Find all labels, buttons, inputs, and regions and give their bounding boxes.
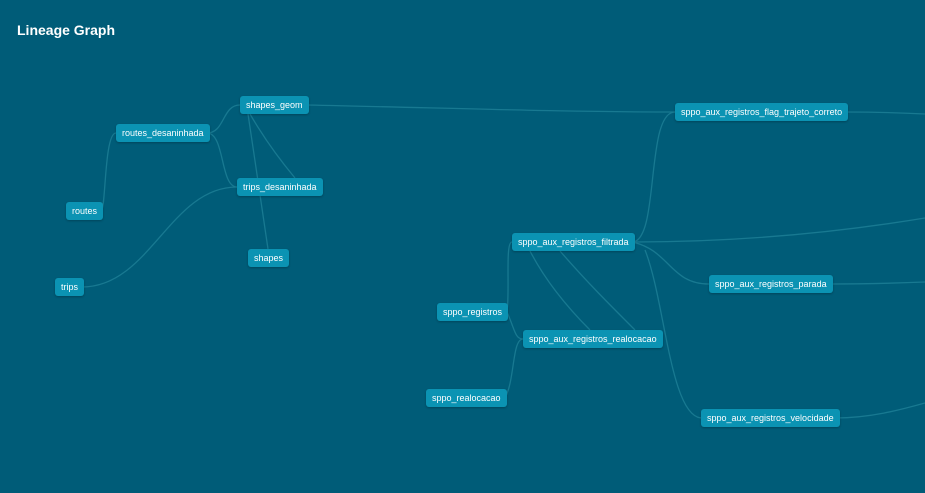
edge-registros-realocacao [506,311,524,340]
node-shapes[interactable]: shapes [248,249,290,267]
node-trips[interactable]: trips [55,278,85,296]
node-trips-desaninhada[interactable]: trips_desaninhada [237,178,323,196]
node-sppo-aux-registros-parada[interactable]: sppo_aux_registros_parada [709,275,833,293]
edge-filtrada-parada [631,241,710,285]
edge-routes-desaninhada-trips-desaninhada [206,132,238,188]
edge-routes-desaninhada-shapes-geom [206,104,241,134]
edge-flag-right [844,111,925,115]
edge-shapes-geom-trips-desaninhada [249,113,296,179]
node-sppo-aux-registros-flag-trajeto-correto[interactable]: sppo_aux_registros_flag_trajeto_correto [675,103,849,121]
edge-filtrada-right [631,217,925,243]
node-shapes-geom[interactable]: shapes_geom [240,96,309,114]
page-title: Lineage Graph [17,22,116,38]
node-sppo-registros[interactable]: sppo_registros [437,303,509,321]
edge-filtrada-realocacao [559,250,636,331]
edge-filtrada-velocidade [644,249,702,419]
edge-parada-right [828,281,925,285]
node-sppo-realocacao[interactable]: sppo_realocacao [426,389,507,407]
node-sppo-aux-registros-velocidade[interactable]: sppo_aux_registros_velocidade [701,409,840,427]
edge-realocacao-filtrada [529,250,591,331]
node-sppo-aux-registros-realocacao[interactable]: sppo_aux_registros_realocacao [523,330,663,348]
edge-velocidade-right [834,402,925,419]
node-routes-desaninhada[interactable]: routes_desaninhada [116,124,210,142]
node-routes[interactable]: routes [66,202,104,220]
edge-routes-routes-desaninhada [100,132,117,212]
edge-registros-filtrada [506,241,513,313]
node-sppo-aux-registros-filtrada[interactable]: sppo_aux_registros_filtrada [512,233,635,251]
edge-filtrada-flag [631,111,676,243]
edge-realocacao-src-realocacao-aux [504,338,524,399]
edge-trips-trips-desaninhada [81,186,238,288]
edge-shapes-geom-flag [306,104,676,113]
